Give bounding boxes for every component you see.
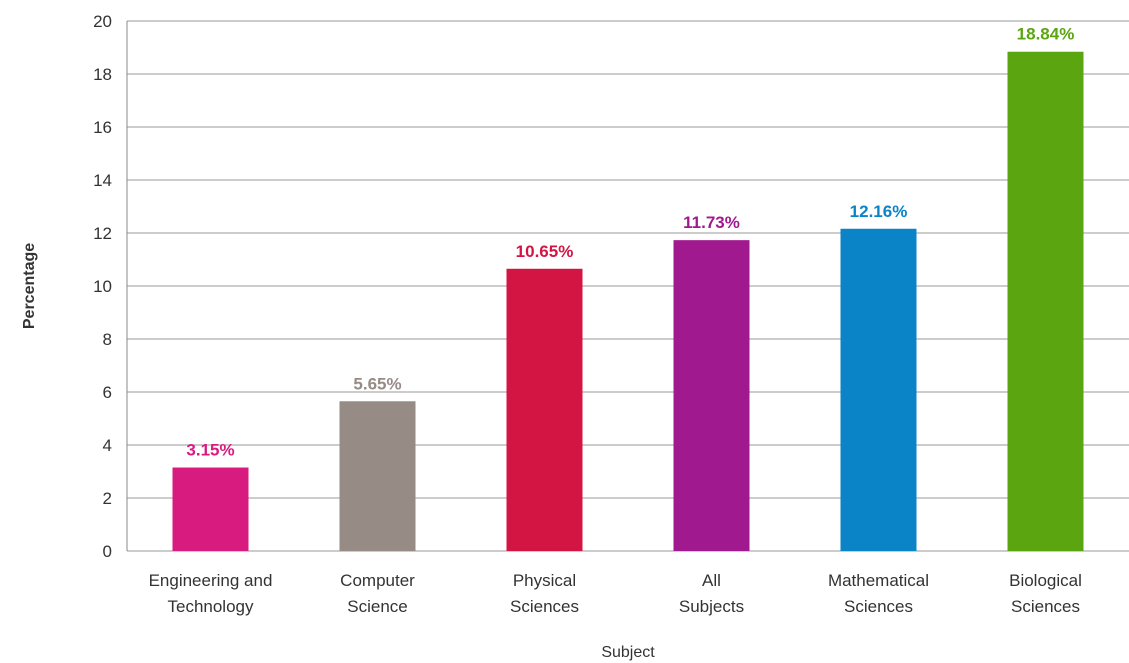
x-category-label: Computer Science — [340, 571, 415, 616]
x-category-label: Mathematical Sciences — [828, 571, 929, 616]
y-tick-label: 20 — [93, 12, 112, 31]
y-axis-title: Percentage — [21, 243, 38, 329]
bar — [172, 467, 249, 551]
y-axis-ticks: 0 2 4 6 8 10 12 14 16 18 20 — [93, 12, 112, 561]
y-tick-label: 10 — [93, 277, 112, 296]
value-labels: 3.15% 5.65% 10.65% 11.73% 12.16% 18.84% — [186, 25, 1074, 460]
bar-value-label: 10.65% — [516, 242, 574, 261]
bar-value-label: 3.15% — [186, 441, 234, 460]
y-tick-label: 18 — [93, 65, 112, 84]
bar-value-label: 18.84% — [1017, 25, 1075, 44]
x-axis-categories: Engineering and Technology Computer Science… — [149, 571, 1082, 616]
bar-value-label: 12.16% — [850, 202, 908, 221]
bar — [1007, 51, 1084, 552]
x-category-label: Physical Sciences — [510, 571, 579, 616]
x-category-label: Biological Sciences — [1009, 571, 1082, 616]
y-tick-label: 6 — [103, 383, 112, 402]
y-tick-label: 4 — [103, 436, 112, 455]
bar-value-label: 5.65% — [353, 374, 401, 393]
x-axis-title: Subject — [601, 644, 655, 661]
y-tick-label: 8 — [103, 330, 112, 349]
y-tick-label: 14 — [93, 171, 112, 190]
bar — [506, 268, 583, 551]
gridlines — [127, 20, 1129, 552]
bar — [673, 240, 750, 551]
y-tick-label: 0 — [103, 542, 112, 561]
bars — [172, 51, 1084, 552]
y-tick-label: 2 — [103, 489, 112, 508]
bar — [339, 401, 416, 551]
y-tick-label: 16 — [93, 118, 112, 137]
bar-value-label: 11.73% — [683, 213, 740, 232]
x-category-label: All Subjects — [679, 571, 744, 616]
y-tick-label: 12 — [93, 224, 112, 243]
x-category-label: Engineering and Technology — [149, 571, 273, 616]
bar — [840, 228, 917, 551]
